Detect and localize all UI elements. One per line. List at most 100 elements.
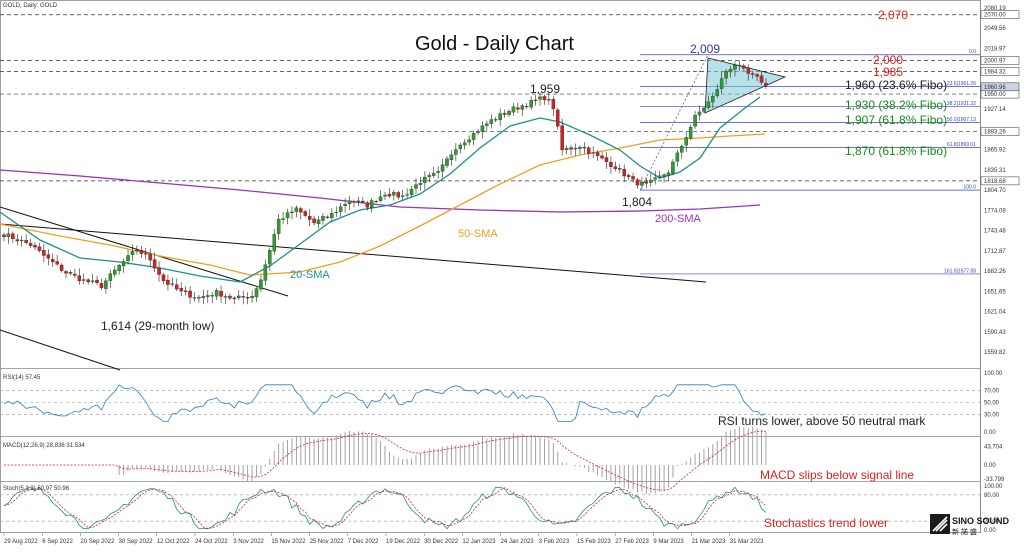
- stoch-annotation: Stochastics trend lower: [764, 516, 888, 530]
- price-tick-label: 1835.31: [984, 168, 1006, 174]
- price-tick-label: 2018.97: [984, 46, 1006, 52]
- level-2000-label: 2,000: [873, 53, 903, 67]
- price-tick-label: 1651.65: [984, 289, 1006, 295]
- candle: [711, 95, 715, 103]
- candle: [77, 275, 82, 282]
- candle: [454, 149, 458, 155]
- candle: [28, 243, 33, 246]
- candle: [480, 125, 485, 132]
- level-box: [980, 176, 1020, 186]
- candle: [299, 208, 303, 213]
- candle: [361, 200, 365, 203]
- price-tick-label: 1590.43: [984, 330, 1006, 336]
- date-tick-label: 15 Nov 2022: [271, 539, 306, 545]
- candle: [99, 283, 104, 288]
- price-tick-label: 2080.19: [984, 6, 1006, 12]
- candle: [467, 139, 471, 143]
- candle: [445, 158, 449, 166]
- candle: [117, 265, 121, 272]
- current-price-box: [980, 82, 1020, 92]
- candle: [237, 295, 241, 299]
- date-tick-label: 3 Feb 2023: [539, 539, 570, 545]
- macd-title: MACD(12,26,9) 28.836 31.534: [3, 443, 85, 449]
- sma20-line: [0, 96, 761, 283]
- candle: [657, 175, 662, 178]
- level-1985-label: 1,985: [873, 65, 903, 79]
- macd-pane: 43.704 0.00 -33.799: [4, 426, 1005, 495]
- candle: [330, 213, 334, 219]
- candle: [121, 261, 126, 267]
- fibonacci-label: 61.8|1869.01: [947, 142, 976, 148]
- candle: [356, 200, 361, 202]
- candle: [737, 64, 742, 67]
- candle: [170, 283, 175, 285]
- candle: [600, 155, 604, 159]
- candle: [423, 176, 427, 183]
- downtrend-line-middle: [0, 223, 707, 283]
- level-box: [980, 56, 1020, 65]
- candle: [139, 250, 144, 254]
- candle: [662, 174, 666, 177]
- fibonacci-label: 38.2|1931.32: [947, 101, 976, 107]
- candle: [626, 175, 631, 177]
- candle: [520, 105, 525, 110]
- date-tick-label: 30 Dec 2022: [424, 539, 459, 545]
- candle: [715, 89, 719, 96]
- candle: [383, 194, 387, 197]
- stoch-tick-label: 100.00: [984, 484, 1003, 490]
- candle: [476, 131, 480, 133]
- level-box-label: 1950.00: [984, 92, 1006, 98]
- symbol-label: GOLD, Daily: GOLD: [3, 3, 58, 9]
- rsi-tick-label: 50.00: [984, 401, 1000, 407]
- candle: [449, 154, 454, 160]
- candle: [192, 297, 197, 299]
- sma200-label: 200-SMA: [655, 213, 702, 225]
- stoch-d-line: [3, 487, 767, 529]
- candle: [524, 105, 529, 108]
- peak-1959-label: 1,959: [530, 82, 560, 96]
- candle: [405, 194, 409, 196]
- candle: [268, 250, 272, 265]
- candle: [50, 259, 55, 263]
- level-box-label: 1984.32: [984, 69, 1006, 75]
- candle: [764, 83, 768, 86]
- axes-layer: 2080.192070.00 2049.56 2018.97 2000.97 1984.…: [3, 6, 1020, 545]
- candle: [175, 284, 179, 290]
- candle: [232, 297, 237, 299]
- chart-title: Gold - Daily Chart: [415, 33, 574, 55]
- price-tick-label: 1927.14: [984, 107, 1006, 113]
- candle: [104, 280, 108, 289]
- candle: [130, 251, 135, 255]
- candle: [352, 201, 356, 203]
- candle: [409, 189, 414, 195]
- candle: [378, 196, 383, 201]
- candle: [706, 101, 711, 108]
- level-box-label: 2000.97: [984, 58, 1006, 64]
- date-tick-label: 21 Mar 2023: [692, 539, 726, 545]
- watermark-text: SINO SOUND: [952, 516, 1010, 526]
- candle: [64, 271, 68, 274]
- candle: [458, 144, 463, 150]
- candle: [671, 161, 675, 174]
- candle: [582, 146, 587, 149]
- candle: [245, 297, 250, 299]
- level-2070-label: 2,070: [878, 8, 908, 22]
- candle: [440, 164, 445, 172]
- macd-annotation: MACD slips below signal line: [760, 468, 914, 482]
- fibonacci-label: 161.8|1677.88: [944, 268, 976, 274]
- candle: [462, 142, 467, 146]
- candle: [214, 290, 219, 297]
- candle: [609, 162, 613, 167]
- stoch-tick-label: 0.00: [984, 528, 996, 534]
- candle: [702, 107, 706, 112]
- candle: [414, 184, 418, 189]
- candle: [113, 269, 117, 275]
- candle: [666, 172, 671, 176]
- candle: [188, 290, 192, 298]
- date-tick-label: 7 Dec 2022: [348, 539, 379, 545]
- candle: [24, 240, 28, 244]
- candle: [759, 75, 764, 83]
- candle: [374, 201, 378, 203]
- candle: [144, 253, 148, 255]
- candle: [688, 126, 693, 139]
